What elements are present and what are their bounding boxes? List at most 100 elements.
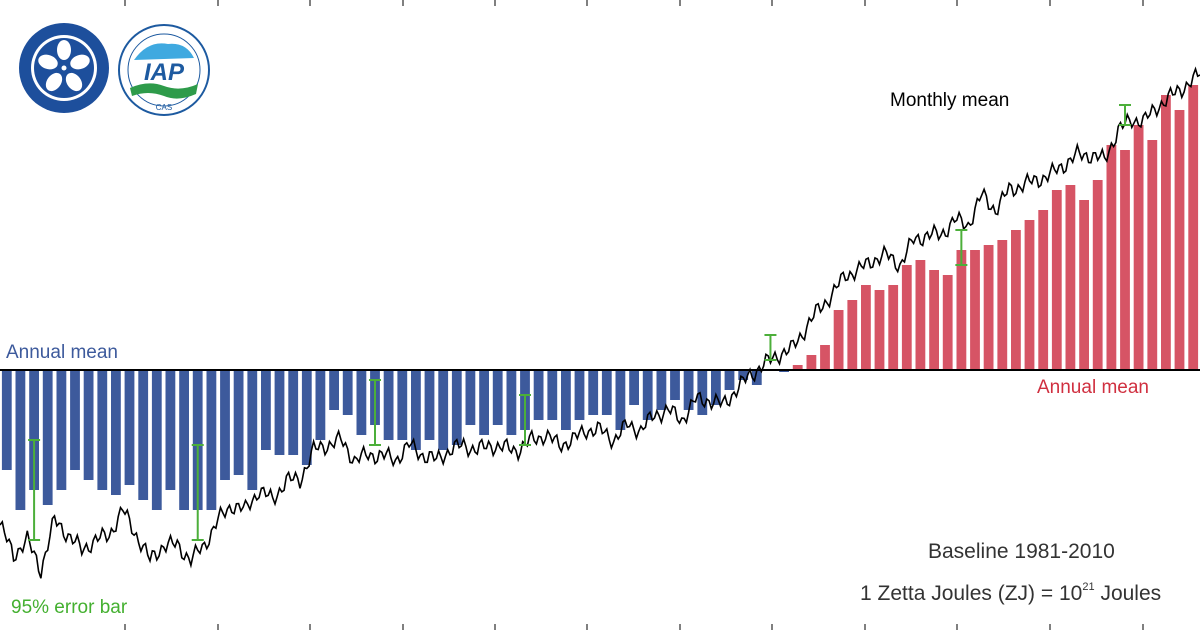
annual-mean-left-label: Annual mean [6, 342, 118, 363]
annual-mean-bar [1, 370, 12, 470]
annual-mean-bar [806, 355, 817, 370]
annual-mean-bar [1079, 200, 1089, 370]
annual-mean-bar [342, 370, 353, 415]
annual-mean-bar [751, 370, 762, 385]
unit-note-suffix: Joules [1094, 582, 1162, 605]
annual-mean-bar [1011, 230, 1021, 370]
annual-mean-bars [1, 85, 1199, 510]
top-axis-ticks [124, 0, 1144, 6]
annual-mean-bar [942, 275, 953, 370]
annual-mean-bar [42, 370, 53, 505]
annual-mean-bar [356, 370, 367, 435]
annual-mean-bar [274, 370, 285, 455]
annual-mean-bar [111, 370, 121, 495]
annual-mean-bar [792, 365, 803, 370]
annual-mean-bar [411, 370, 421, 450]
annual-mean-bar [56, 370, 67, 490]
annual-mean-bar [1051, 190, 1062, 370]
annual-mean-bar [642, 370, 653, 420]
annual-mean-bar [588, 370, 599, 415]
annual-mean-bar [506, 370, 517, 435]
bottom-axis-ticks [124, 624, 1144, 630]
annual-mean-bar [479, 370, 489, 435]
annual-mean-bar [1120, 150, 1130, 370]
annual-mean-bar [683, 370, 694, 410]
annual-mean-bar [697, 370, 708, 415]
annual-mean-bar [329, 370, 339, 410]
annual-mean-bar [261, 370, 271, 450]
annual-mean-bar [874, 290, 885, 370]
baseline-note: Baseline 1981-2010 [928, 540, 1115, 563]
annual-mean-bar [1024, 220, 1035, 370]
annual-mean-bar [438, 370, 449, 450]
unit-note: 1 Zetta Joules (ZJ) = 1021 Joules [860, 581, 1161, 606]
annual-mean-bar [83, 370, 94, 480]
annual-mean-bar [724, 370, 735, 390]
annual-mean-bar [888, 285, 899, 370]
annual-mean-bar [165, 370, 176, 490]
annual-mean-bar [983, 245, 994, 370]
annual-mean-bar [220, 370, 230, 480]
annual-mean-bar [233, 370, 244, 475]
iap-logo-text: IAP [144, 59, 185, 86]
annual-mean-bar [1106, 145, 1117, 370]
annual-mean-bar [29, 370, 39, 490]
annual-mean-bar [533, 370, 544, 420]
annual-mean-bar [492, 370, 503, 425]
annual-mean-bar [738, 370, 749, 380]
annual-mean-bar [1188, 85, 1199, 370]
annual-mean-bar [151, 370, 162, 510]
annual-mean-bar [820, 345, 830, 370]
monthly-mean-line [0, 66, 1200, 579]
chinese-academy-of-sciences-logo [19, 23, 109, 113]
annual-mean-bar [315, 370, 326, 440]
iap-logo-subtext: CAS [156, 103, 172, 112]
annual-mean-bar [247, 370, 258, 490]
annual-mean-bar [397, 370, 408, 440]
annual-mean-bar [561, 370, 571, 430]
annual-mean-bar [1174, 110, 1185, 370]
annual-mean-bar [615, 370, 626, 430]
annual-mean-bar [424, 370, 435, 440]
annual-mean-bar [138, 370, 149, 500]
annual-mean-bar [97, 370, 108, 490]
annual-mean-bar [1038, 210, 1049, 370]
annual-mean-bar [1133, 125, 1144, 370]
annual-mean-bar [711, 370, 721, 405]
annual-mean-bar [901, 265, 912, 370]
annual-mean-bar [465, 370, 476, 425]
annual-mean-bar [1161, 95, 1171, 370]
annual-mean-bar [629, 370, 639, 405]
annual-mean-bar [574, 370, 585, 420]
annual-mean-bar [70, 370, 80, 470]
annual-mean-bar [915, 260, 926, 370]
unit-note-exponent: 21 [1082, 581, 1095, 593]
error-bars [28, 104, 1131, 541]
iap-logo: IAP CAS [118, 24, 210, 116]
annual-mean-right-label: Annual mean [1037, 377, 1149, 398]
annual-mean-bar [1065, 185, 1076, 370]
annual-mean-bar [929, 270, 939, 370]
annual-mean-bar [1092, 180, 1103, 370]
annual-mean-bar [970, 250, 980, 370]
annual-mean-bar [956, 250, 967, 370]
annual-mean-bar [124, 370, 135, 485]
annual-mean-bar [997, 240, 1008, 370]
annual-mean-bar [833, 310, 844, 370]
monthly-mean-label: Monthly mean [890, 90, 1010, 111]
annual-mean-bar [1147, 140, 1158, 370]
logos: IAP CAS [18, 22, 218, 123]
error-bar-label: 95% error bar [11, 597, 128, 618]
annual-mean-bar [861, 285, 871, 370]
annual-mean-bar [847, 300, 858, 370]
annual-mean-bar [601, 370, 612, 415]
annual-mean-bar [451, 370, 462, 445]
annual-mean-bar [15, 370, 26, 510]
annual-mean-bar [656, 370, 667, 410]
annual-mean-bar [301, 370, 312, 465]
annual-mean-bar [383, 370, 394, 440]
annual-mean-bar [192, 370, 203, 510]
annual-mean-bar [670, 370, 680, 400]
annual-mean-bar [179, 370, 189, 510]
